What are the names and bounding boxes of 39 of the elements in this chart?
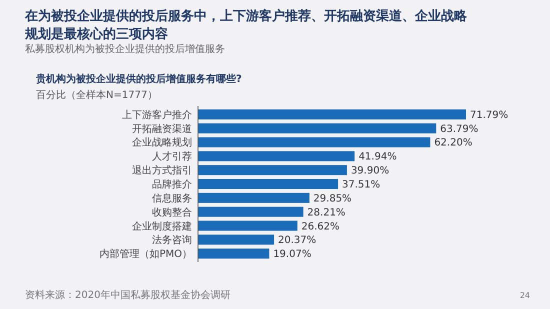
data-label: 29.85% [313,193,352,204]
data-label: 41.94% [358,152,397,163]
y-tick-label: 品牌推介 [152,178,192,190]
bar [198,192,310,203]
data-label: 39.90% [350,166,390,177]
data-label: 26.62% [301,221,340,232]
data-label: 28.21% [307,207,346,218]
data-label: 19.07% [273,249,312,260]
y-tick-label: 收购整合 [152,206,192,218]
data-label: 20.37% [278,235,316,246]
y-tick-label: 开拓融资渠道 [132,122,192,135]
text: 24 [520,291,530,300]
bar [198,220,298,231]
bar [198,123,436,134]
y-tick-label: 企业制度搭建 [132,220,192,232]
y-tick-label: 内部管理（如PMO） [99,248,192,260]
bar [198,137,430,148]
y-tick-label: 企业战略规划 [132,136,192,149]
text: 贵机构为被投企业提供的投后增值服务有哪些? [35,73,242,85]
bar [198,109,466,120]
bar [198,248,270,259]
chart-title: 在为被投企业提供的投后服务中，上下游客户推荐、开拓融资渠道、企业战略规划是最核心的三项内容 [24,8,468,42]
y-tick-label: 上下游客户推介 [122,108,192,121]
text: 资料来源：2020年中国私募股权基金协会调研 [25,289,230,301]
data-label: 62.20% [434,138,472,149]
y-tick-label: 法务咨询 [152,234,192,246]
text: 百分比（全样本N=1777） [36,89,158,101]
bar [198,178,338,190]
data-label: 71.79% [470,110,508,121]
data-label: 37.51% [342,180,380,190]
bar [198,206,304,217]
bar [198,151,355,162]
y-tick-label: 信息服务 [152,192,192,204]
chart-subtitle: 私募股权机构为被投企业提供的投后增值服务 [25,43,225,55]
y-tick-label: 人才引荐 [152,150,192,163]
data-label: 63.79% [440,124,478,135]
bar [198,234,274,245]
bar [198,165,347,176]
y-tick-label: 退出方式指引 [132,164,192,177]
